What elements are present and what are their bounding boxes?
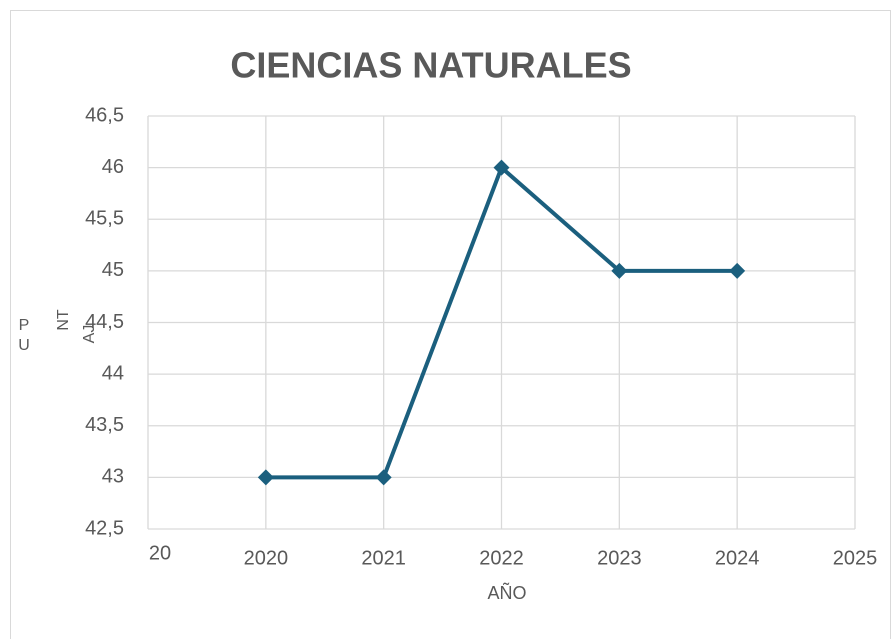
- point-marker: [611, 262, 628, 279]
- point-marker: [729, 262, 746, 279]
- y-axis-label: U: [18, 337, 30, 354]
- point-marker: [375, 469, 392, 486]
- chart-frame: [10, 10, 891, 639]
- y-tick-label: 46,5: [85, 104, 124, 126]
- x-tick-label: 20: [149, 542, 171, 564]
- x-tick-label: 2023: [597, 547, 642, 569]
- point-marker: [493, 159, 510, 176]
- chart-title: CIENCIAS NATURALES: [230, 45, 631, 86]
- x-tick-label: 2020: [244, 547, 289, 569]
- y-axis-label: P: [19, 317, 30, 334]
- x-tick-label: 2024: [715, 547, 760, 569]
- y-tick-label: 45: [102, 259, 124, 281]
- x-tick-label: 2025: [833, 547, 878, 569]
- point-marker: [257, 469, 274, 486]
- y-tick-label: 44,5: [85, 311, 124, 333]
- x-axis-label: AÑO: [487, 582, 526, 603]
- x-tick-label: 2021: [361, 547, 406, 569]
- y-tick-label: 45,5: [85, 208, 124, 230]
- y-axis-label: AJ: [81, 325, 98, 344]
- x-tick-label: 2022: [479, 547, 524, 569]
- y-tick-label: 44: [102, 362, 124, 384]
- y-tick-label: 43,5: [85, 414, 124, 436]
- y-tick-label: 46: [102, 156, 124, 178]
- y-axis-label: NT: [55, 309, 72, 331]
- y-tick-label: 43: [102, 466, 124, 488]
- y-tick-label: 42,5: [85, 517, 124, 539]
